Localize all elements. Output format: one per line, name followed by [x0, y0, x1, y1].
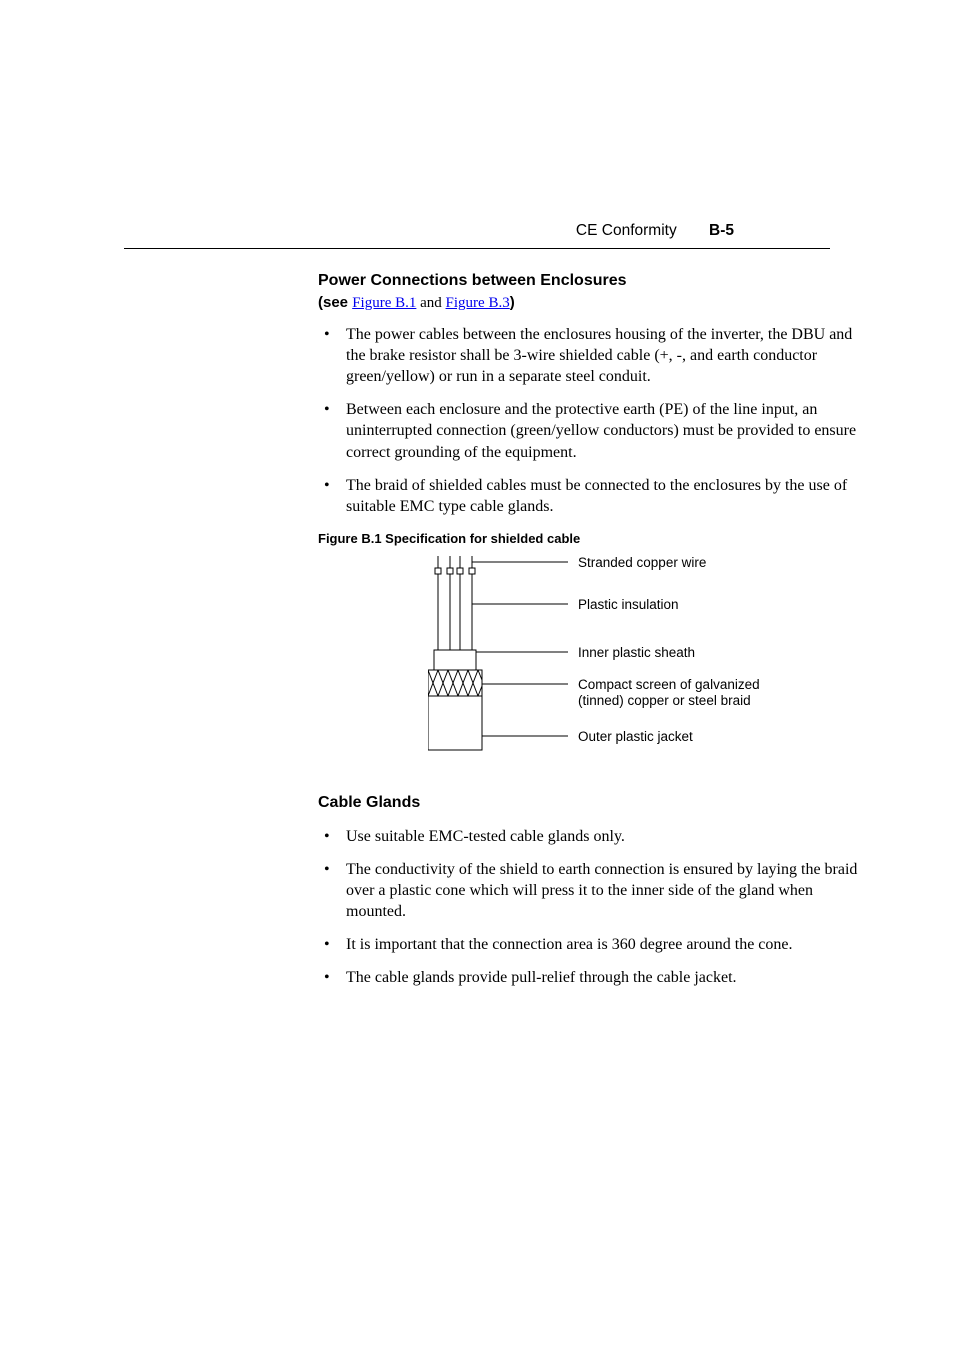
cable-label-jacket: Outer plastic jacket [578, 729, 693, 745]
see-prefix: (see [318, 294, 348, 311]
list-item: Use suitable EMC-tested cable glands onl… [318, 826, 858, 847]
page-header: CE Conformity B-5 [0, 222, 734, 240]
figure-shielded-cable: Stranded copper wire Plastic insulation … [428, 556, 828, 756]
header-rule [124, 248, 830, 249]
section-title-power: Power Connections between Enclosures [318, 272, 858, 290]
list-item: Between each enclosure and the protectiv… [318, 399, 858, 462]
cable-label-braid: Compact screen of galvanized (tinned) co… [578, 677, 798, 709]
page: CE Conformity B-5 Power Connections betw… [0, 0, 954, 1351]
see-line: (see Figure B.1 and Figure B.3) [318, 294, 858, 312]
and-word: and [416, 295, 445, 311]
cable-label-wire: Stranded copper wire [578, 555, 706, 571]
list-item: It is important that the connection area… [318, 934, 858, 955]
content: Power Connections between Enclosures (se… [318, 272, 858, 1003]
cable-label-insul: Plastic insulation [578, 597, 679, 613]
cable-label-sheath: Inner plastic sheath [578, 645, 695, 661]
link-figure-b1[interactable]: Figure B.1 [352, 295, 416, 311]
power-bullet-list: The power cables between the enclosures … [318, 324, 858, 517]
link-figure-b3[interactable]: Figure B.3 [446, 295, 510, 311]
header-section: CE Conformity [576, 222, 677, 239]
see-suffix: ) [510, 294, 515, 311]
header-page-number: B-5 [709, 222, 734, 239]
list-item: The power cables between the enclosures … [318, 324, 858, 387]
section-title-glands: Cable Glands [318, 794, 858, 812]
glands-bullet-list: Use suitable EMC-tested cable glands onl… [318, 826, 858, 989]
list-item: The braid of shielded cables must be con… [318, 475, 858, 517]
list-item: The conductivity of the shield to earth … [318, 859, 858, 922]
list-item: The cable glands provide pull-relief thr… [318, 967, 858, 988]
figure-caption: Figure B.1 Specification for shielded ca… [318, 531, 858, 546]
